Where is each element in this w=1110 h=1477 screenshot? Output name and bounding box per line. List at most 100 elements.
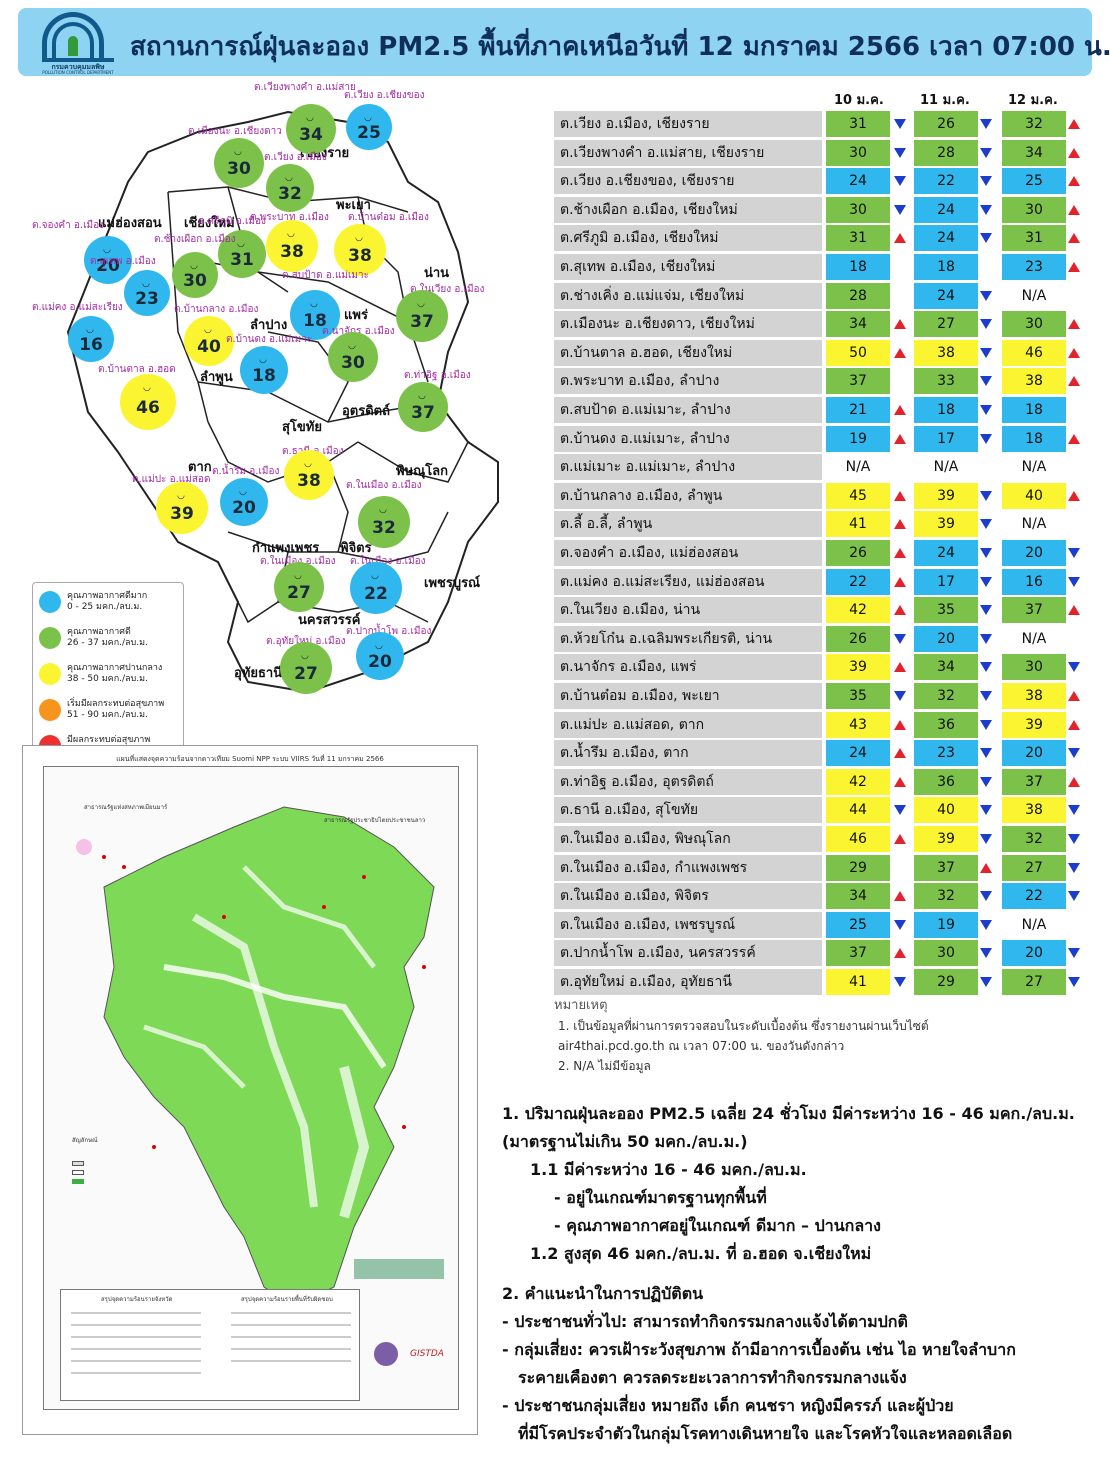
station-aqi-marker: ◡ 37	[396, 290, 448, 342]
trend-up-icon	[894, 948, 906, 959]
station-name: ต.บ้านตาล อ.ฮอด, เชียงใหม่	[554, 339, 822, 366]
hotspot-satellite-map: แผนที่แสดงจุดความร้อนจากดาวเทียม Suomi N…	[22, 745, 478, 1435]
summary-text: 1. ปริมาณฝุ่นละออง PM2.5 เฉลี่ย 24 ชั่วโ…	[502, 1100, 1092, 1448]
station-label: ต.แม่ปะ อ.แม่สอด	[132, 474, 211, 485]
trend-down-icon	[980, 948, 992, 959]
smiley-face-icon: ◡	[301, 651, 311, 661]
summary-line: 2. คำแนะนำในการปฏิบัติตน	[502, 1284, 704, 1303]
legend-title: คุณภาพอากาศดีมาก	[67, 591, 148, 601]
smiley-face-icon: ◡	[234, 147, 244, 157]
station-aqi-marker: ◡ 32	[266, 164, 314, 212]
trend-up-icon	[1068, 176, 1080, 187]
table-row: ต.ลี้ อ.ลี้, ลำพูน 41 39 N/A	[554, 511, 1094, 538]
trend-down-icon	[894, 691, 906, 701]
smiley-face-icon: ◡	[142, 279, 152, 289]
legend-range: 26 - 37 มคก./ลบ.ม.	[67, 638, 148, 648]
table-row: ต.อุทัยใหม่ อ.เมือง, อุทัยธานี 41 29 27	[554, 969, 1094, 995]
legend-item: คุณภาพอากาศดีมาก 0 - 25 มคก./ลบ.ม.	[39, 591, 147, 613]
table-row: ต.บ้านดง อ.แม่เมาะ, ลำปาง 19 17 18	[554, 425, 1094, 452]
station-label: ต.ในเมือง อ.เมือง	[346, 480, 422, 491]
province-label: แม่ฮ่องสอน	[98, 216, 162, 231]
pm25-value: 37	[1002, 768, 1066, 795]
station-name: ต.นาจักร อ.เมือง, แพร่	[554, 654, 822, 681]
station-label: ต.ท่าอิฐ อ.เมือง	[404, 370, 471, 381]
note-line: air4thai.pcd.go.th ณ เวลา 07:00 น. ของวั…	[558, 1039, 845, 1053]
province-label: สุโขทัย	[282, 420, 322, 435]
trend-down-icon	[980, 748, 992, 759]
station-name: ต.ในเวียง อ.เมือง, น่าน	[554, 597, 822, 624]
trend-down-icon	[980, 719, 992, 730]
smiley-face-icon: ◡	[143, 383, 153, 393]
trend-up-icon	[894, 233, 906, 244]
trend-down-icon	[980, 319, 992, 330]
table-row: ต.ธานี อ.เมือง, สุโขทัย 44 40 38	[554, 797, 1094, 824]
page-title: สถานการณ์ฝุ่นละออง PM2.5 พื้นที่ภาคเหนือ…	[130, 32, 1110, 62]
table-row: ต.บ้านต๋อม อ.เมือง, พะเยา 35 32 38	[554, 683, 1094, 709]
station-label: ต.เมืองนะ อ.เชียงดาว	[188, 126, 282, 137]
province-label: ลำพูน	[200, 370, 233, 385]
pm25-value: 34	[1002, 139, 1066, 166]
station-name: ต.ในเมือง อ.เมือง, กำแพงเพชร	[554, 854, 822, 881]
legend-item: คุณภาพอากาศดี 26 - 37 มคก./ลบ.ม.	[39, 627, 148, 649]
legend-title: มีผลกระทบต่อสุขภาพ	[67, 735, 151, 745]
summary-line: - กลุ่มเสี่ยง: ควรเฝ้าระวังสุขภาพ ถ้ามีอ…	[502, 1340, 1016, 1359]
trend-down-icon	[1068, 948, 1080, 959]
north-region-map: เชียงราย พะเยา แม่ฮ่องสอน เชียงใหม่ น่าน…	[28, 82, 510, 772]
station-label: ต.ในเมือง อ.เมือง	[260, 556, 336, 567]
station-aqi-marker: ◡ 27	[280, 642, 332, 694]
table-row: ต.ช้างเผือก อ.เมือง, เชียงใหม่ 30 24 30	[554, 196, 1094, 223]
pm25-value: 27	[1002, 854, 1066, 881]
smiley-face-icon: ◡	[364, 113, 374, 123]
table-row: ต.แม่ปะ อ.แม่สอด, ตาก 43 36 39	[554, 711, 1094, 738]
station-aqi-value: 22	[364, 584, 388, 604]
pm25-value: 29	[826, 854, 890, 881]
station-name: ต.ปากน้ำโพ อ.เมือง, นครสวรรค์	[554, 940, 822, 967]
pm25-value: 18	[826, 254, 890, 280]
pm25-value: 34	[826, 883, 890, 910]
station-name: ต.เวียงพางคำ อ.แม่สาย, เชียงราย	[554, 139, 822, 166]
station-name: ต.ท่าอิฐ อ.เมือง, อุตรดิตถ์	[554, 768, 822, 795]
pm25-value: 24	[826, 168, 890, 195]
station-label: ต.เวียง อ.เชียงของ	[344, 90, 425, 101]
trend-down-icon	[980, 347, 992, 358]
station-aqi-marker: ◡ 20	[356, 632, 404, 680]
table-row: ต.แม่เมาะ อ.แม่เมาะ, ลำปาง N/A N/A N/A	[554, 454, 1094, 481]
station-label: ต.ช้างเผือก อ.เมือง	[154, 234, 236, 245]
trend-down-icon	[980, 834, 992, 844]
station-aqi-value: 20	[368, 652, 392, 672]
pm25-value: 32	[1002, 111, 1066, 137]
trend-up-icon	[894, 834, 906, 844]
smiley-face-icon: ◡	[371, 571, 381, 581]
smiley-face-icon: ◡	[239, 487, 249, 497]
station-aqi-value: 39	[170, 504, 194, 524]
smiley-face-icon: ◡	[287, 229, 297, 239]
pm25-value: 20	[1002, 540, 1066, 566]
station-label: ต.นาจักร อ.เมือง	[322, 326, 395, 337]
table-row: ต.สุเทพ อ.เมือง, เชียงใหม่ 18 18 23	[554, 254, 1094, 280]
station-name: ต.ช่างเคิ่ง อ.แม่แจ่ม, เชียงใหม่	[554, 282, 822, 309]
table-row: ต.ศรีภูมิ อ.เมือง, เชียงใหม่ 31 24 31	[554, 225, 1094, 252]
trend-up-icon	[894, 776, 906, 787]
laos-label: สาธารณรัฐประชาธิปไตยประชาชนลาว	[324, 817, 426, 824]
table-row: ต.เมืองนะ อ.เชียงดาว, เชียงใหม่ 34 27 30	[554, 311, 1094, 338]
smiley-face-icon: ◡	[204, 325, 214, 335]
pm25-value: N/A	[933, 459, 959, 476]
trend-down-icon	[894, 633, 906, 644]
pm25-value: 38	[1002, 797, 1066, 824]
pm25-value: 38	[1002, 683, 1066, 709]
gistda-emblem	[374, 1342, 398, 1366]
smiley-face-icon: ◡	[294, 571, 304, 581]
pm25-value: 17	[914, 568, 978, 595]
pm25-value: 25	[826, 911, 890, 938]
date-header: 12 ม.ค.	[1008, 93, 1058, 108]
note-line: 1. เป็นข้อมูลที่ผ่านการตรวจสอบในระดับเบื…	[558, 1019, 929, 1033]
station-aqi-value: 32	[278, 184, 302, 204]
pm25-value: 17	[914, 425, 978, 452]
pm25-value: 37	[1002, 597, 1066, 624]
station-aqi-value: 20	[232, 498, 256, 518]
station-name: ต.แม่เมาะ อ.แม่เมาะ, ลำปาง	[554, 454, 822, 481]
pm25-value: 26	[826, 625, 890, 652]
station-label: ต.พระบาท อ.เมือง	[250, 212, 329, 223]
table-row: ต.จองคำ อ.เมือง, แม่ฮ่องสอน 26 24 20	[554, 540, 1094, 566]
station-aqi-value: 27	[287, 583, 311, 603]
